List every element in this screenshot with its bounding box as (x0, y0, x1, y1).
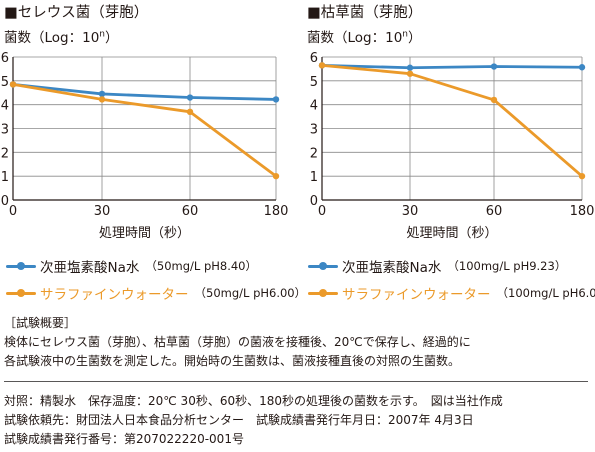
data-point (318, 62, 326, 69)
y-tick-label: 3 (1, 123, 9, 138)
x-axis-label: 処理時間（秒） (406, 226, 497, 241)
x-tick-label: 30 (402, 204, 419, 219)
chart2-ylabel: 菌数（Log：10n） (307, 29, 422, 47)
data-point (490, 96, 498, 104)
data-point (272, 96, 280, 103)
data-point (578, 64, 586, 71)
data-point (186, 94, 194, 101)
series-line-blue (12, 83, 277, 101)
y-tick-label: 0 (310, 194, 318, 209)
x-tick-label: 0 (9, 204, 17, 219)
series-line-orange (12, 83, 277, 178)
x-tick-label: 60 (486, 204, 503, 219)
x-tick-label: 30 (94, 204, 111, 219)
legend1-blue: 次亜塩素酸Na水 （50mg/L pH8.40） (6, 256, 257, 276)
chart1-title: ■セレウス菌（芽胞） (4, 5, 149, 21)
data-point (272, 172, 280, 180)
legend-label: 次亜塩素酸Na水 (342, 260, 442, 276)
notes-heading: ［試験概要］ (4, 316, 77, 330)
data-point (490, 63, 498, 70)
y-tick-label: 2 (310, 146, 318, 161)
series-line-orange (321, 63, 583, 178)
notes-line-3: 試験成績書発行番号：第207022220-001号 (4, 432, 244, 446)
y-tick-label: 6 (1, 51, 9, 66)
legend-condition: （100mg/L pH9.23） (447, 259, 567, 273)
x-tick-label: 180 (570, 204, 595, 219)
legend-orange-swatch (6, 287, 36, 299)
legend-condition: （100mg/L pH6.00） (496, 286, 595, 300)
data-point (9, 81, 17, 88)
notes-line-2: 試験依頼先：財団法人日本食品分析センター 試験成績書発行年月日：2007年 4月… (4, 413, 474, 427)
legend-condition: （50mg/L pH8.40） (145, 259, 257, 273)
legend-label: サラファインウォーター (342, 287, 491, 303)
y-tick-label: 2 (1, 146, 9, 161)
series-line-blue (321, 63, 583, 70)
notes-body-2: 各試験液中の生菌数を測定した。開始時の生菌数は、菌液接種直後の対照の生菌数。 (4, 354, 461, 368)
notes-line-1: 対照：精製水 保存温度：20℃ 30秒、60秒、180秒の処理後の菌数を示す。 … (4, 394, 503, 408)
legend-label: サラファインウォーター (40, 287, 189, 303)
y-tick-label: 4 (1, 99, 9, 114)
x-tick-label: 180 (264, 204, 289, 219)
data-point (186, 108, 194, 116)
legend-condition: （50mg/L pH6.00） (194, 286, 307, 300)
x-tick-label: 60 (182, 204, 199, 219)
y-tick-label: 1 (310, 170, 318, 185)
legend-blue-swatch (6, 260, 36, 272)
data-point (406, 70, 414, 77)
divider (4, 381, 588, 382)
y-tick-label: 3 (310, 123, 318, 138)
legend2-blue: 次亜塩素酸Na水 （100mg/L pH9.23） (308, 256, 566, 276)
data-point (406, 64, 414, 71)
data-point (98, 96, 106, 103)
y-tick-label: 1 (1, 170, 9, 185)
legend-label: 次亜塩素酸Na水 (40, 260, 140, 276)
chart2-title: ■枯草菌（芽胞） (307, 5, 423, 21)
y-tick-label: 4 (310, 99, 318, 114)
data-point (578, 172, 586, 180)
chart1-ylabel: 菌数（Log：10n） (4, 29, 119, 47)
y-tick-label: 6 (310, 51, 318, 66)
y-tick-label: 5 (1, 75, 9, 90)
legend-blue-swatch (308, 260, 338, 272)
notes-body-1: 検体にセレウス菌（芽胞）、枯草菌（芽胞）の菌液を接種後、20℃で保存し、経過的に (4, 335, 471, 349)
data-point (98, 90, 106, 98)
legend-orange-swatch (308, 287, 338, 299)
legend2-orange: サラファインウォーター （100mg/L pH6.00） (308, 283, 595, 303)
y-tick-label: 0 (1, 194, 9, 209)
x-axis-label: 処理時間（秒） (99, 226, 190, 241)
y-tick-label: 5 (310, 75, 318, 90)
legend1-orange: サラファインウォーター （50mg/L pH6.00） (6, 283, 306, 303)
x-tick-label: 0 (318, 204, 326, 219)
